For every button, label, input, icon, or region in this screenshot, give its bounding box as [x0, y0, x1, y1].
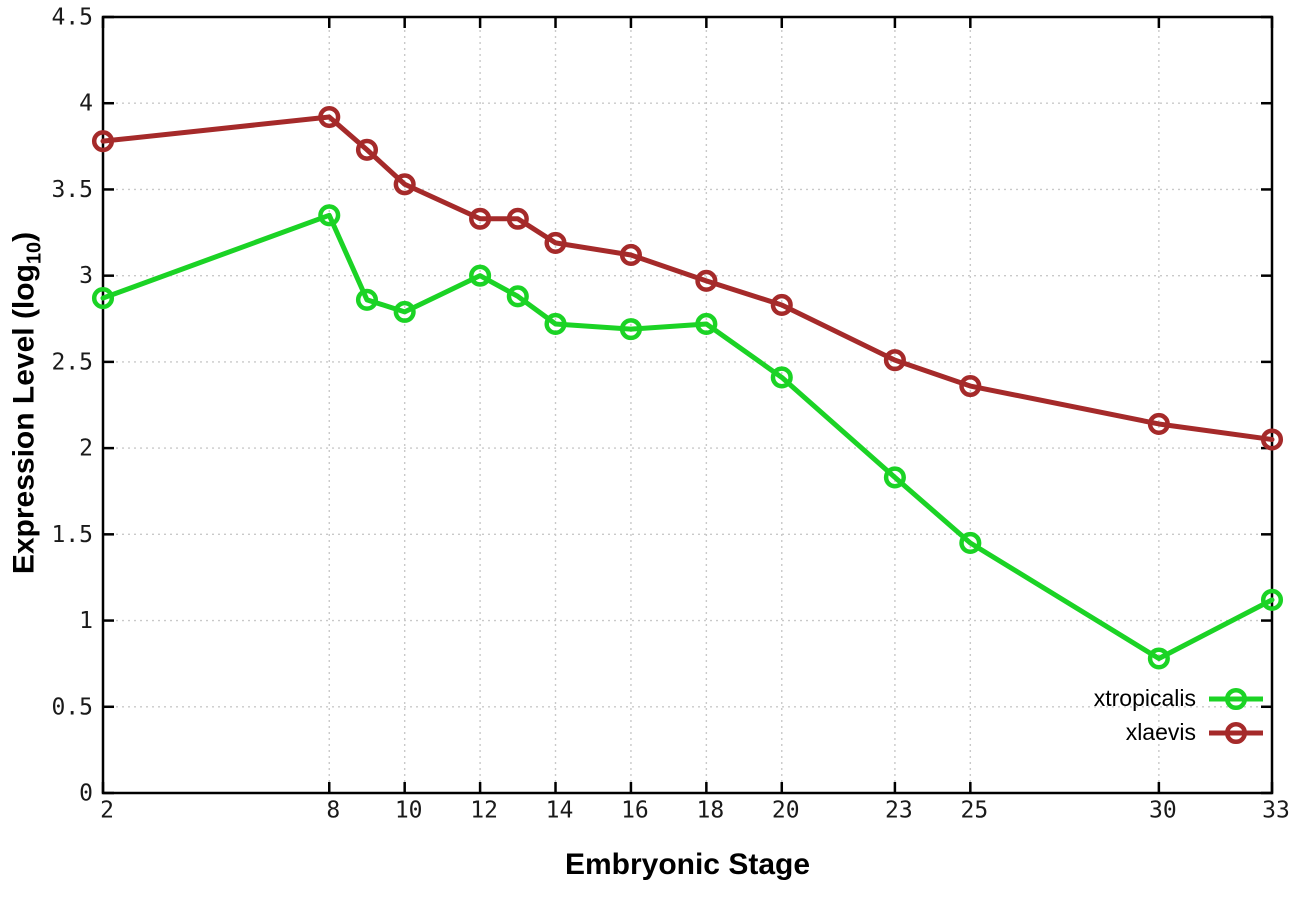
data-point-xlaevis — [883, 349, 906, 372]
data-point-xlaevis — [544, 231, 567, 254]
y-axis-title-prefix: Expression Level (log — [7, 264, 41, 575]
data-point-xtropicalis — [883, 466, 906, 489]
plot-border — [101, 15, 1274, 795]
x-tick-label: 14 — [546, 798, 574, 824]
y-tick-label: 3 — [79, 263, 93, 289]
data-point-xtropicalis — [355, 288, 379, 311]
data-point-xlaevis — [1147, 412, 1170, 436]
data-point-xlaevis — [393, 173, 416, 196]
data-point-xlaevis — [619, 243, 642, 267]
data-point-xtropicalis — [770, 366, 793, 389]
data-point-xtropicalis — [91, 287, 115, 310]
data-point-xtropicalis — [695, 312, 718, 336]
data-point-xtropicalis — [506, 285, 529, 308]
x-axis-title: Embryonic Stage — [103, 848, 1272, 882]
y-tick-label: 0 — [79, 781, 93, 807]
data-point-xtropicalis — [469, 264, 492, 287]
x-tick-label: 33 — [1262, 798, 1290, 824]
legend-sample-marker-xtropicalis — [1224, 687, 1248, 711]
legend-sample-marker-xlaevis — [1224, 721, 1248, 745]
x-tick-label: 16 — [621, 798, 649, 824]
data-point-xtropicalis — [619, 318, 642, 341]
x-tick-label: 20 — [772, 798, 800, 824]
x-tick-label: 2 — [100, 798, 114, 824]
y-tick-label: 1.5 — [51, 522, 93, 548]
y-tick-label: 2 — [79, 436, 93, 462]
y-tick-label: 3.5 — [51, 177, 93, 203]
x-tick-label: 18 — [697, 798, 725, 824]
data-point-xlaevis — [506, 207, 529, 230]
legend-label-xtropicalis: xtropicalis — [1094, 685, 1196, 711]
data-point-xtropicalis — [1147, 647, 1170, 670]
data-point-xlaevis — [469, 207, 492, 230]
x-axis-title-text: Embryonic Stage — [564, 848, 811, 881]
legend-label-xlaevis: xlaevis — [1126, 719, 1196, 745]
data-point-xlaevis — [318, 105, 341, 129]
data-point-xlaevis — [91, 130, 115, 153]
series-line-xlaevis — [100, 114, 1275, 442]
x-tick-label: 10 — [395, 798, 423, 824]
data-point-xtropicalis — [393, 300, 416, 323]
y-tick-label: 2.5 — [51, 349, 93, 375]
data-point-xtropicalis — [544, 312, 567, 336]
data-point-xlaevis — [695, 269, 718, 292]
y-tick-label: 0.5 — [51, 694, 93, 720]
data-point-xtropicalis — [959, 531, 982, 555]
data-point-xlaevis — [959, 374, 982, 398]
data-point-xlaevis — [1260, 428, 1284, 451]
y-tick-label: 1 — [79, 608, 93, 634]
x-tick-label: 8 — [326, 798, 340, 824]
data-point-xlaevis — [355, 138, 379, 161]
y-tick-label: 4 — [79, 91, 93, 117]
y-axis-title: Expression Level (log10) — [8, 232, 47, 574]
data-point-xtropicalis — [1260, 588, 1284, 611]
series-line-xtropicalis — [100, 212, 1275, 661]
x-tick-label: 23 — [885, 798, 913, 824]
x-tick-label: 25 — [960, 798, 988, 824]
y-axis-title-suffix: ) — [7, 231, 41, 242]
data-point-xlaevis — [770, 293, 793, 317]
y-axis-title-subscript: 10 — [23, 241, 46, 265]
x-tick-label: 30 — [1149, 798, 1177, 824]
x-tick-label: 12 — [470, 798, 498, 824]
data-point-xtropicalis — [318, 204, 341, 227]
y-tick-label: 4.5 — [51, 5, 93, 31]
